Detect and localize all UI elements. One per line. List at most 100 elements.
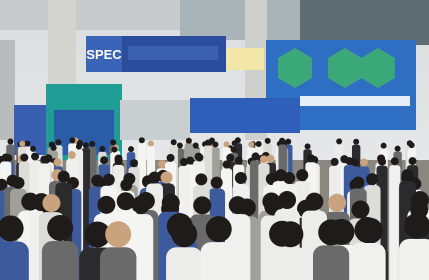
person-head — [305, 193, 323, 211]
person-head — [283, 172, 295, 184]
person-head — [395, 146, 401, 152]
person-head — [89, 141, 95, 147]
person-head — [139, 137, 145, 143]
person-head — [195, 154, 203, 162]
person-head — [100, 156, 108, 164]
person-head — [58, 171, 70, 183]
person-head — [167, 154, 175, 162]
person-head — [110, 139, 116, 145]
person-head — [360, 159, 368, 167]
person-head — [391, 157, 399, 165]
photo: SPEC — [0, 0, 429, 280]
person-head — [278, 191, 296, 209]
person-head — [211, 177, 223, 189]
person-head — [328, 194, 346, 212]
upper-windows — [180, 0, 300, 40]
person-head — [260, 155, 268, 163]
person-head — [186, 138, 192, 144]
person-head — [158, 160, 166, 168]
person-head — [235, 157, 243, 165]
person-head — [378, 158, 386, 166]
person-head — [128, 146, 134, 152]
person-body — [349, 243, 385, 280]
person-head — [354, 217, 380, 243]
person-head — [381, 143, 387, 149]
person-head — [51, 145, 57, 151]
person-head — [404, 213, 429, 239]
person-head — [105, 221, 131, 247]
person-head — [195, 173, 207, 185]
person-head — [353, 139, 359, 145]
person-head — [162, 194, 180, 212]
person-head — [296, 169, 308, 181]
person-head — [115, 157, 123, 165]
person-head — [20, 154, 28, 162]
person-head — [161, 171, 173, 183]
person-body — [389, 165, 400, 280]
banner-text: SPEC — [86, 47, 122, 62]
person-head — [345, 157, 353, 165]
person-head — [31, 152, 39, 160]
banner-caption — [128, 46, 218, 60]
person-head — [235, 172, 247, 184]
person-head — [91, 175, 103, 187]
person-head — [120, 179, 132, 191]
left-wall — [0, 40, 15, 140]
person-head — [229, 196, 247, 214]
person-head — [103, 174, 115, 186]
hall-back — [120, 100, 190, 140]
person-head — [171, 139, 177, 145]
person-head — [223, 160, 231, 168]
booth-sign — [300, 96, 410, 106]
person-head — [2, 153, 10, 161]
person-head — [206, 216, 232, 242]
person-head — [366, 173, 378, 185]
person-head — [180, 158, 188, 166]
person-head — [205, 140, 211, 146]
person-head — [331, 158, 339, 166]
person-head — [149, 172, 161, 184]
person-head — [171, 221, 197, 247]
page: {"banner": {"text": "SPEC"}} SPEC (() =>… — [0, 0, 429, 280]
person-head — [336, 138, 342, 144]
person-head — [76, 144, 82, 150]
person-head — [68, 151, 76, 159]
person-head — [277, 221, 303, 247]
person-body — [272, 247, 308, 280]
person-head — [193, 143, 199, 149]
person-body — [313, 245, 349, 280]
person-head — [47, 215, 73, 241]
person-body — [100, 247, 136, 280]
person-head — [117, 192, 135, 210]
person-body — [42, 241, 78, 280]
person-head — [256, 141, 262, 147]
person-body — [0, 241, 29, 280]
person-head — [53, 158, 61, 166]
person-head — [231, 147, 237, 153]
person-head — [193, 196, 211, 214]
sign — [226, 48, 264, 70]
person-head — [19, 141, 25, 147]
person-head — [83, 142, 89, 148]
person-head — [402, 169, 414, 181]
person-head — [252, 152, 260, 160]
person-head — [352, 176, 364, 188]
person-head — [111, 147, 117, 153]
person-head — [148, 141, 154, 147]
person-head — [224, 141, 230, 147]
person-head — [235, 137, 241, 143]
person-head — [99, 146, 105, 152]
person-head — [318, 219, 344, 245]
person-head — [212, 141, 218, 147]
person-head — [351, 201, 369, 219]
person-head — [97, 196, 115, 214]
person-head — [409, 142, 415, 148]
person-head — [265, 138, 271, 144]
person-head — [55, 139, 61, 145]
upper-right-structure — [300, 0, 429, 45]
person-head — [40, 156, 48, 164]
person-head — [69, 137, 75, 143]
person-head — [24, 141, 30, 147]
person-body — [201, 242, 237, 280]
person-head — [248, 141, 254, 147]
